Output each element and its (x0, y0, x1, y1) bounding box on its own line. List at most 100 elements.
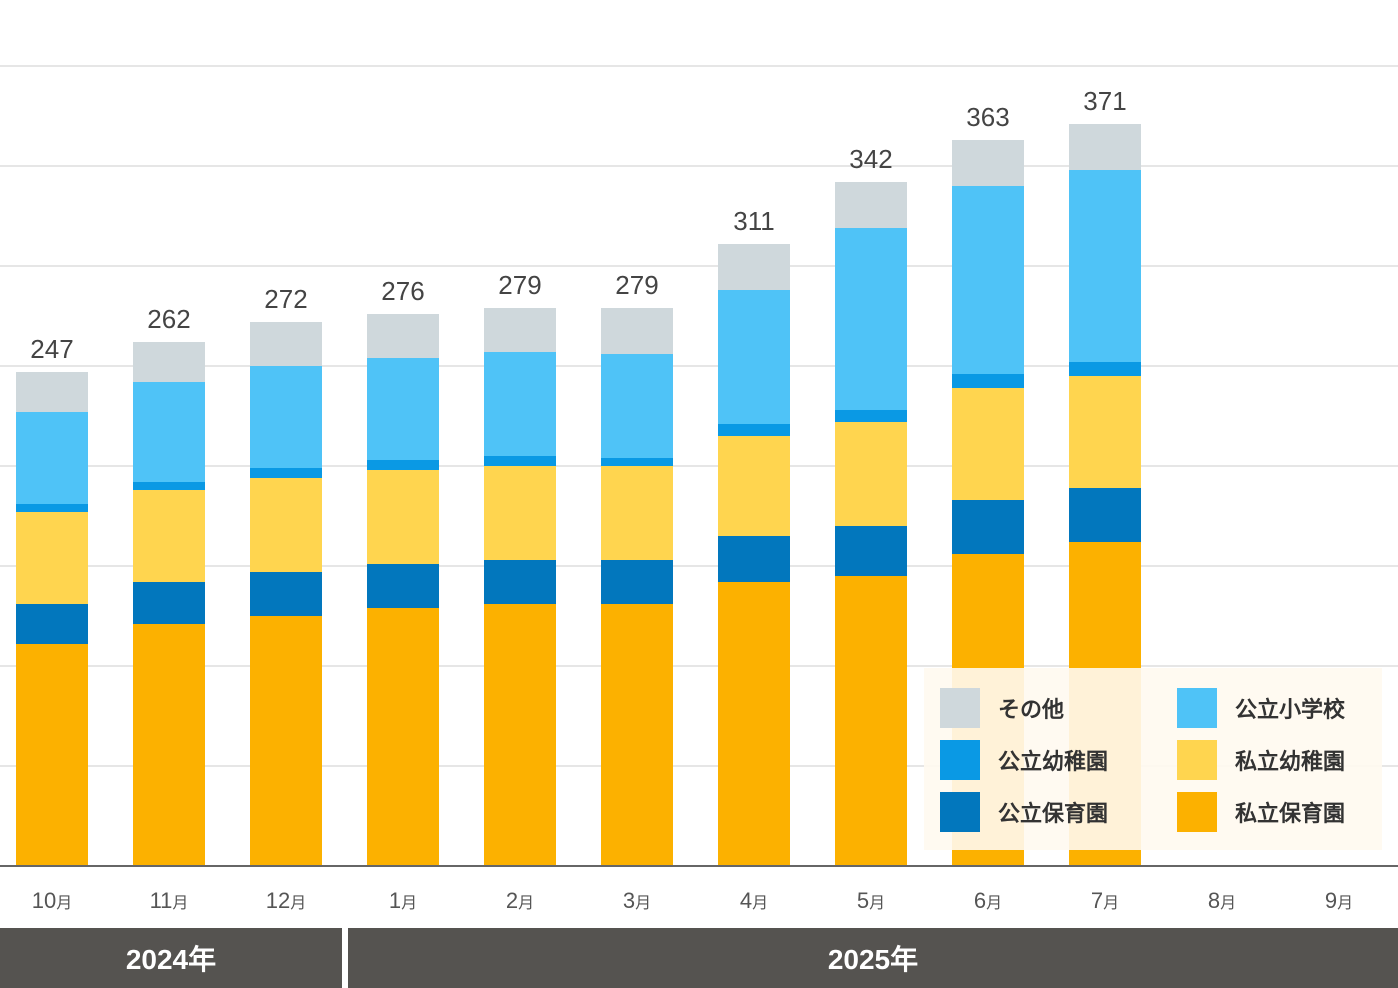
bar-total-label: 342 (849, 144, 892, 174)
legend-label-other: その他 (998, 697, 1065, 722)
bar-segment (133, 624, 205, 866)
bar-segment (367, 314, 439, 358)
x-tick-label: 2月 (506, 888, 534, 913)
legend-label-private-kindergarten: 私立幼稚園 (1235, 749, 1346, 774)
x-tick-label: 11月 (150, 888, 189, 913)
bar-segment (484, 466, 556, 560)
bar-segment (367, 358, 439, 460)
x-tick-label: 3月 (623, 888, 651, 913)
bar-segment (484, 604, 556, 866)
year-label-2025: 2025年 (348, 928, 1398, 988)
bar-segment (952, 388, 1024, 500)
bar-segment (16, 412, 88, 504)
bar-total-label: 276 (381, 276, 424, 306)
bar-segment (1069, 170, 1141, 362)
bar-segment (835, 182, 907, 228)
bar-segment (835, 576, 907, 866)
bar-segment (16, 372, 88, 412)
bar-segment (601, 354, 673, 458)
year-label-2024: 2024年 (0, 928, 342, 988)
stacked-bar-chart: 247 10月 262 11月 272 12月 276 1月 279 2月 279 3月 311 4月 34… (0, 65, 1398, 913)
bar-total-label: 272 (264, 284, 307, 314)
x-tick-label: 4月 (740, 888, 768, 913)
legend-item-public-kindergarten: 公立幼稚園 (940, 740, 1108, 780)
legend-item-other: その他 (940, 688, 1064, 728)
bar-segment (133, 482, 205, 490)
bar-segment (835, 422, 907, 526)
bar-segment (16, 512, 88, 604)
bar-segment (367, 460, 439, 470)
bar-segment (133, 582, 205, 624)
bar-segment (718, 424, 790, 436)
bar-segment (718, 290, 790, 424)
bar-segment (952, 140, 1024, 186)
bar-segment (367, 470, 439, 564)
bar-segment (16, 504, 88, 512)
bar-segment (835, 410, 907, 422)
bar-segment (250, 366, 322, 468)
legend-swatch-private-kindergarten (1177, 740, 1217, 780)
bar-total-label: 371 (1083, 86, 1126, 116)
x-tick-label: 5月 (857, 888, 885, 913)
x-tick-label: 10月 (32, 888, 73, 913)
legend-swatch-public-elementary (1177, 688, 1217, 728)
bar-total-label: 262 (147, 304, 190, 334)
legend-label-public-elementary: 公立小学校 (1235, 697, 1346, 722)
bar-segment (601, 466, 673, 560)
bar-segment (1069, 362, 1141, 376)
bar-total-label: 363 (966, 102, 1009, 132)
bar-segment (601, 308, 673, 354)
bar-total-label: 311 (733, 206, 774, 236)
x-tick-label: 9月 (1325, 888, 1353, 913)
x-tick-label: 12月 (266, 888, 307, 913)
bar-total-label: 279 (615, 270, 658, 300)
legend-swatch-other (940, 688, 980, 728)
bar-segment (601, 560, 673, 604)
x-tick-label: 6月 (974, 888, 1002, 913)
bar-segment (952, 374, 1024, 388)
bar-segment (133, 490, 205, 582)
legend-item-private-nursery: 私立保育園 (1177, 792, 1345, 832)
bar-segment (718, 582, 790, 866)
bar-segment (484, 560, 556, 604)
bar-segment (718, 536, 790, 582)
bar-segment (484, 352, 556, 456)
bar-segment (1069, 488, 1141, 542)
legend-swatch-public-nursery (940, 792, 980, 832)
chart-legend: その他 公立小学校 公立幼稚園 私立幼稚園 公立保育園 私立保育園 (924, 668, 1382, 850)
bar-segment (601, 458, 673, 466)
legend-item-public-nursery: 公立保育園 (940, 792, 1108, 832)
bar-segment (250, 468, 322, 478)
legend-swatch-private-nursery (1177, 792, 1217, 832)
bar-segment (718, 436, 790, 536)
x-tick-label: 8月 (1208, 888, 1236, 913)
bar-segment (601, 604, 673, 866)
bar-total-label: 279 (498, 270, 541, 300)
legend-label-public-nursery: 公立保育園 (998, 801, 1109, 826)
bar-segment (16, 644, 88, 866)
bar-total-label: 247 (30, 334, 73, 364)
bar-segment (367, 608, 439, 866)
bar-segment (484, 456, 556, 466)
bar-segment (1069, 124, 1141, 170)
bar-segment (133, 342, 205, 382)
bar-segment (835, 526, 907, 576)
bar-segment (835, 228, 907, 410)
legend-swatch-public-kindergarten (940, 740, 980, 780)
x-tick-label: 7月 (1091, 888, 1119, 913)
bar-segment (133, 382, 205, 482)
legend-item-public-elementary: 公立小学校 (1177, 688, 1345, 728)
bar-segment (367, 564, 439, 608)
bar-segment (484, 308, 556, 352)
bar-segment (250, 616, 322, 866)
legend-label-public-kindergarten: 公立幼稚園 (998, 749, 1109, 774)
bar-segment (952, 500, 1024, 554)
bar-segment (250, 572, 322, 616)
bar-segment (16, 604, 88, 644)
bar-segment (952, 186, 1024, 374)
bar-segment (1069, 376, 1141, 488)
x-tick-label: 1月 (389, 888, 417, 913)
bar-segment (250, 322, 322, 366)
legend-item-private-kindergarten: 私立幼稚園 (1177, 740, 1345, 780)
legend-label-private-nursery: 私立保育園 (1235, 801, 1346, 826)
